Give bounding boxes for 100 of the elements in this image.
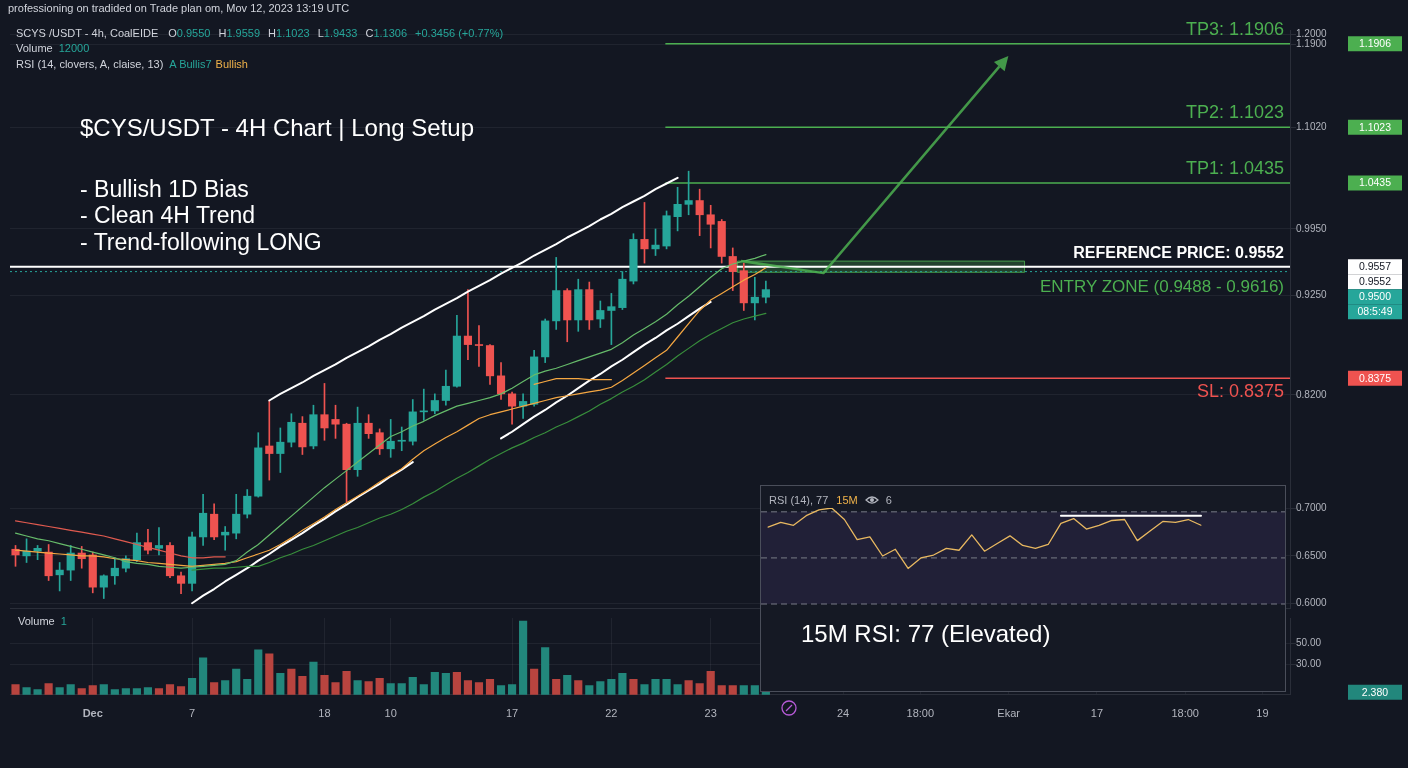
bar [640,684,649,695]
bar [684,680,693,695]
annotation: 1.1306 [373,26,408,40]
bar [243,679,252,695]
annotation: RSI (14, clovers, A, claise, 13) [16,57,164,71]
y-tick-label: 0.8200 [1296,388,1328,400]
bar [397,683,406,695]
bar [110,689,119,695]
bar [77,688,86,695]
bar [320,675,329,695]
bar [750,685,759,695]
bar [585,685,594,695]
text: 0.9552 [1358,275,1392,288]
annotation: 1.9433 [323,26,358,40]
bar [496,685,506,695]
bar [728,685,737,695]
x-tick-label: Dec [82,707,103,720]
x-tick-label: 19 [1256,707,1269,720]
bar [309,661,318,695]
text: 0.9557 [1358,260,1392,273]
bar [739,685,748,695]
bar [33,689,42,695]
bar [375,678,384,695]
y-tick-label: 30.00 [1296,657,1322,669]
bar [474,682,484,695]
text: 1.1906 [1358,37,1392,50]
y-tick-label: 0.9250 [1296,289,1328,301]
x-tick-label: 24 [836,707,850,720]
x-tick-label: 17 [1090,707,1104,720]
x-tick-label: Ekar [997,707,1021,720]
annotation: Volume [18,614,55,628]
bar [596,681,605,695]
annotation: 0.9550 [176,26,211,40]
x-tick-label: 22 [605,707,618,720]
x-tick-label: 18 [318,707,331,720]
bar [121,688,130,695]
annotation: +0.3456 (+0.77%) [415,26,504,40]
bar [187,678,197,695]
ref-line-label: TP3: 1.1906 [1185,18,1284,39]
bar [607,679,616,695]
text: 0.8375 [1358,371,1392,384]
bar [132,688,141,695]
x-tick-label: 10 [384,707,397,720]
bar [199,657,208,695]
ref-line-label: SL: 0.8375 [1196,381,1284,402]
bar [430,671,439,695]
bar [717,685,726,695]
bar [706,670,715,695]
text: 08:5:49 [1357,305,1393,318]
x-tick-label: 23 [704,707,717,720]
bar [210,682,219,695]
text: 2.380 [1361,685,1389,698]
y-tick-label: 0.7000 [1296,502,1328,514]
bar [574,680,583,695]
bar [552,679,561,695]
y-tick-label: 0.6000 [1296,597,1328,609]
annotation: 15M [836,493,858,507]
bar [386,683,395,695]
annotation: O [168,26,177,40]
annotation: 1 [60,614,67,628]
candlestick [750,276,759,321]
annotation: RSI (14), 77 [769,493,829,507]
bar [232,668,241,695]
bar [11,684,20,695]
annotation: 1.9559 [226,26,261,40]
annotation: 12000 [58,41,90,55]
bar [287,668,296,695]
bar [541,647,550,695]
annotation: Bullish [215,57,248,71]
bar [463,680,473,695]
text: 1.1023 [1358,120,1392,133]
bar [265,653,274,695]
x-tick-label: 7 [189,707,196,720]
annotation: C [365,26,374,40]
bar [165,684,175,695]
bar [55,687,64,695]
annotation: 6 [885,493,892,507]
bar [154,688,164,695]
y-tick-label: 50.00 [1296,637,1322,649]
text: $CYS/USDT - 4H Chart | Long Setup [80,113,474,143]
bar [254,649,263,695]
y-tick-label: 1.1900 [1296,37,1328,49]
y-tick-label: 1.1020 [1296,121,1328,133]
bar [662,679,671,695]
bar [176,686,186,695]
ref-line-label: TP1: 1.0435 [1185,158,1284,178]
bar [99,684,108,695]
text: 0.9500 [1358,290,1392,303]
ref-line-label: REFERENCE PRICE: 0.9552 [1073,244,1285,262]
bar [530,668,539,695]
candlestick [154,527,164,556]
bar [441,672,450,695]
bar [331,682,340,695]
bar [507,684,517,695]
annotation: - Bullish 1D Bias [80,175,249,204]
y-tick-label: 0.9950 [1296,222,1328,234]
annotation: 1.1023 [276,26,310,40]
bar [695,683,704,695]
bar [44,683,53,695]
bar [353,680,362,695]
